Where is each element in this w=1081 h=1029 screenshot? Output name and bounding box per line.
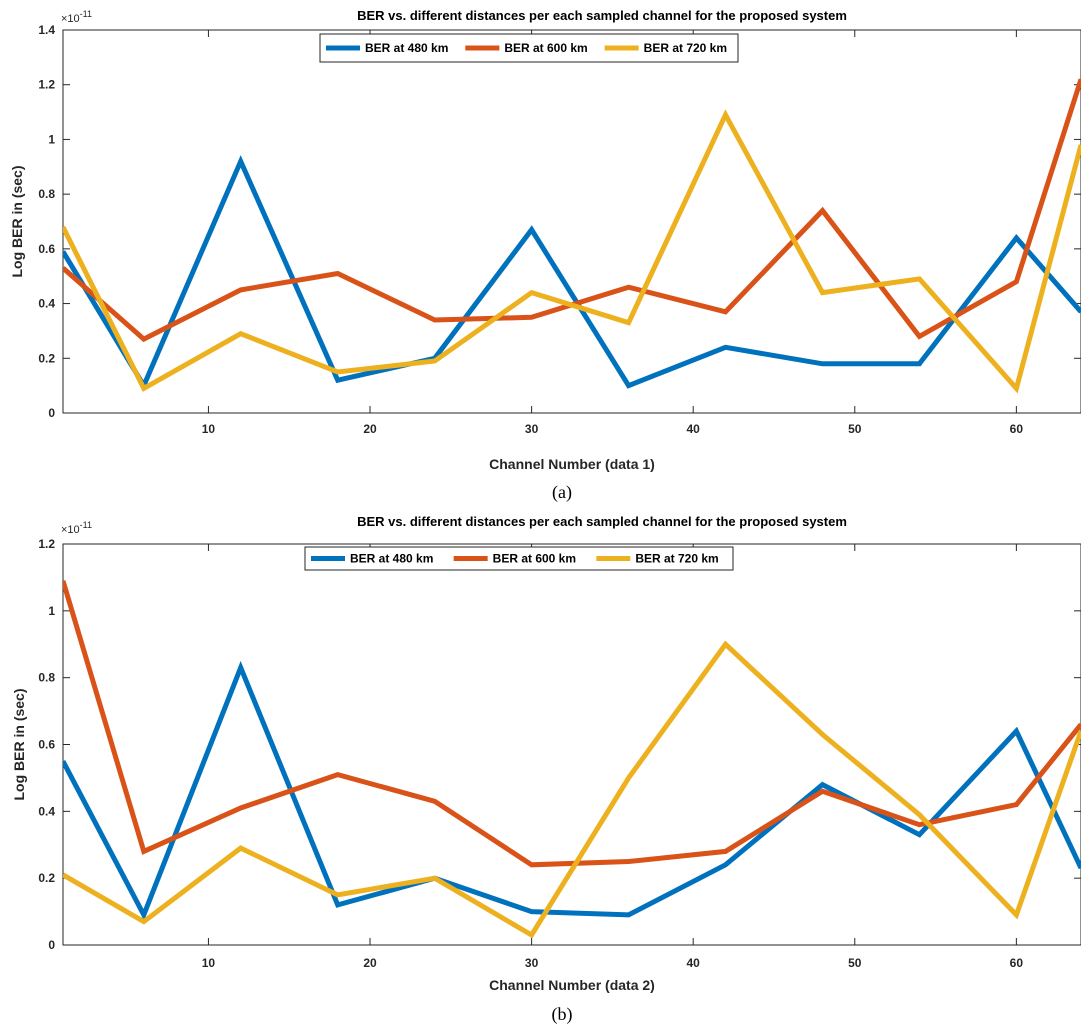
y-tick-label: 1.2 bbox=[38, 78, 55, 92]
plot-area bbox=[62, 29, 1081, 414]
legend-label: BER at 480 km bbox=[350, 552, 433, 566]
x-tick-label: 10 bbox=[202, 422, 216, 436]
legend: BER at 480 km BER at 600 km BER at 720 km bbox=[319, 33, 739, 63]
x-tick-label: 10 bbox=[202, 956, 216, 970]
y-tick-label: 1 bbox=[48, 604, 55, 618]
x-tick-label: 50 bbox=[848, 422, 862, 436]
x-tick-label: 60 bbox=[1010, 422, 1024, 436]
y-exponent-label: ×10-11 bbox=[61, 9, 92, 25]
series-line-720-km bbox=[63, 640, 1081, 939]
x-tick-label: 20 bbox=[363, 956, 377, 970]
figure-caption: (b) bbox=[552, 1004, 573, 1025]
y-axis-label: Log BER in (sec) bbox=[11, 688, 27, 800]
y-exponent-label: ×10-11 bbox=[61, 520, 92, 536]
legend-label: BER at 720 km bbox=[635, 552, 718, 566]
series-line-720-km bbox=[63, 109, 1081, 394]
y-tick-label: 0.8 bbox=[38, 671, 55, 685]
series-line-600-km bbox=[63, 580, 1081, 868]
x-tick-label: 20 bbox=[363, 422, 377, 436]
y-tick-label: 0.4 bbox=[38, 297, 55, 311]
chart-a: 0 0.2 0.4 0.6 0.8 1 1.2 1.4 10 20 30 40 50 60 ×10-11 BE… bbox=[9, 8, 1081, 503]
x-tick-label: 30 bbox=[525, 422, 539, 436]
y-tick-label: 0.8 bbox=[38, 187, 55, 201]
y-tick-label: 0.6 bbox=[38, 242, 55, 256]
x-tick-label: 40 bbox=[687, 956, 701, 970]
chart-b: 0 0.2 0.4 0.6 0.8 1 1.2 10 20 30 40 50 60 ×10-11 BER v… bbox=[11, 514, 1081, 1025]
series-line-600-km bbox=[63, 78, 1081, 343]
y-exponent-power: -11 bbox=[80, 520, 92, 530]
chart-title: BER vs. different distances per each sam… bbox=[357, 8, 847, 23]
chart-title: BER vs. different distances per each sam… bbox=[357, 514, 847, 529]
x-tick-label: 50 bbox=[848, 956, 862, 970]
plot-area bbox=[62, 543, 1081, 946]
figure-caption: (a) bbox=[552, 482, 572, 503]
y-tick-label: 1.4 bbox=[38, 23, 55, 37]
y-axis-label: Log BER in (sec) bbox=[9, 165, 25, 277]
y-tick-label: 0.2 bbox=[38, 871, 55, 885]
y-tick-label: 0 bbox=[48, 938, 55, 952]
legend-box bbox=[304, 546, 734, 571]
x-tick-label: 30 bbox=[525, 956, 539, 970]
y-tick-label: 1.2 bbox=[38, 537, 55, 551]
legend-label: BER at 720 km bbox=[644, 41, 727, 55]
legend-label: BER at 600 km bbox=[504, 41, 587, 55]
y-tick-label: 1 bbox=[48, 132, 55, 146]
series-line-480-km bbox=[63, 660, 1081, 921]
legend-label: BER at 600 km bbox=[493, 552, 576, 566]
y-tick-label: 0.6 bbox=[38, 738, 55, 752]
x-tick-label: 40 bbox=[687, 422, 701, 436]
legend-box bbox=[319, 33, 739, 63]
y-tick-label: 0.2 bbox=[38, 351, 55, 365]
x-axis-label: Channel Number (data 1) bbox=[489, 456, 655, 472]
legend: BER at 480 km BER at 600 km BER at 720 km bbox=[304, 546, 734, 571]
y-exponent-power: -11 bbox=[80, 9, 92, 19]
x-axis-label: Channel Number (data 2) bbox=[489, 977, 655, 993]
y-tick-label: 0.4 bbox=[38, 804, 55, 818]
legend-label: BER at 480 km bbox=[365, 41, 448, 55]
y-tick-label: 0 bbox=[48, 406, 55, 420]
x-tick-label: 60 bbox=[1010, 956, 1024, 970]
